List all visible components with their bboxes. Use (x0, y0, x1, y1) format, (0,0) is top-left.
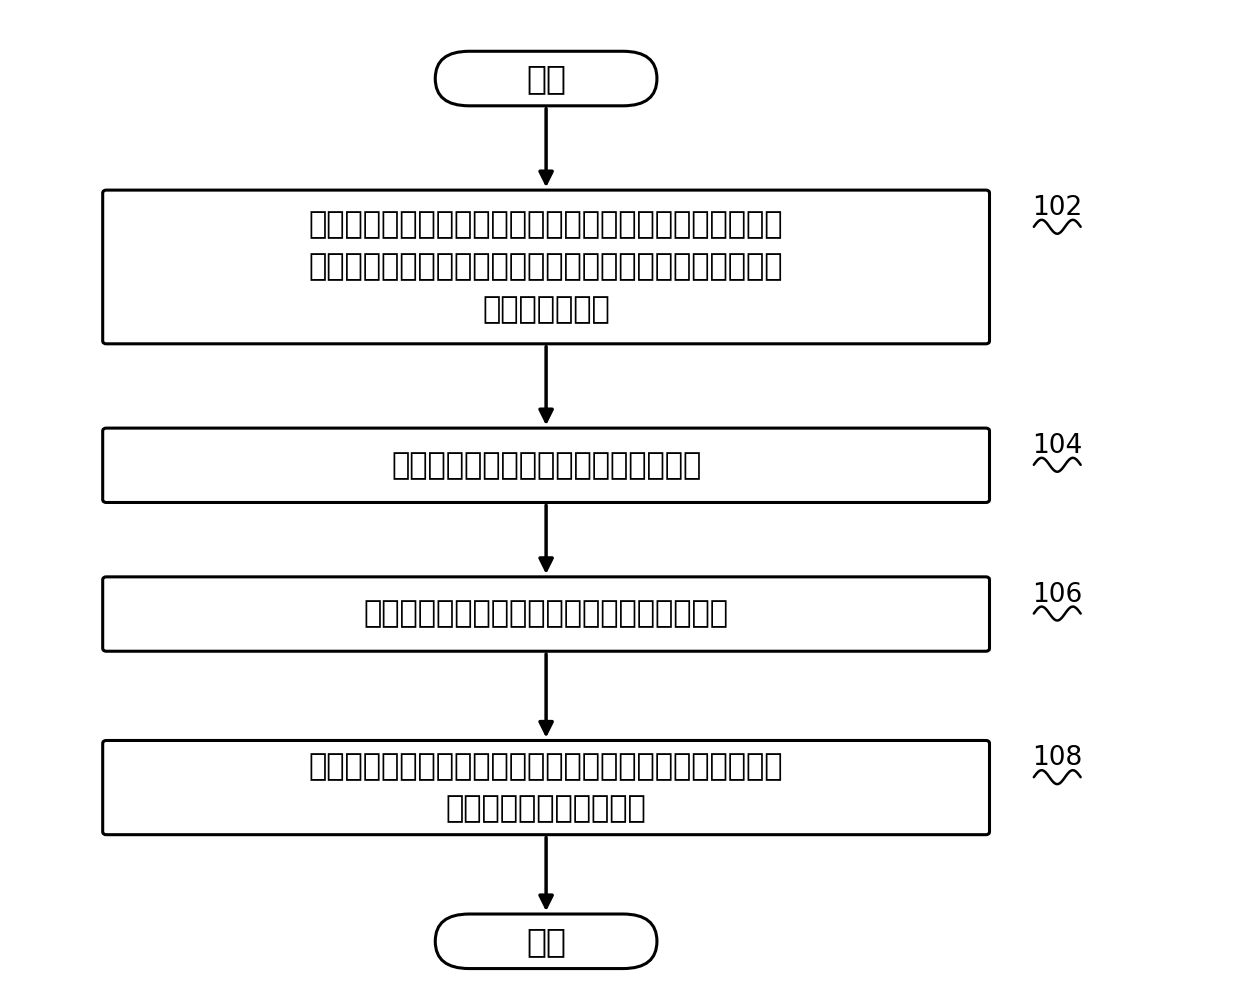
Text: 108: 108 (1032, 745, 1083, 771)
FancyBboxPatch shape (103, 740, 990, 835)
Text: 在所述第一显示装置中所述主操作界面的目标协议显示区域
显示所述若干个目标协议: 在所述第一显示装置中所述主操作界面的目标协议显示区域 显示所述若干个目标协议 (309, 752, 784, 823)
Text: 106: 106 (1032, 582, 1083, 608)
FancyBboxPatch shape (435, 914, 657, 969)
Text: 根据所述协议选择信息，选择若干个目标协议: 根据所述协议选择信息，选择若干个目标协议 (363, 600, 729, 629)
FancyBboxPatch shape (103, 190, 990, 344)
FancyBboxPatch shape (103, 428, 990, 502)
FancyBboxPatch shape (435, 51, 657, 106)
Text: 104: 104 (1032, 433, 1083, 459)
FancyBboxPatch shape (103, 577, 990, 651)
Text: 102: 102 (1032, 195, 1083, 221)
Text: 在第一显示装置显示医学影像检测的主操作界面，在与所述
第一显示装置交互的第二显示装置显示所述医学影像检测对
应的协议管理器: 在第一显示装置显示医学影像检测的主操作界面，在与所述 第一显示装置交互的第二显示… (309, 210, 784, 324)
Text: 结束: 结束 (526, 925, 567, 958)
Text: 在所述第二显示装置获取协议选择信息: 在所述第二显示装置获取协议选择信息 (391, 451, 702, 480)
Text: 开始: 开始 (526, 62, 567, 95)
